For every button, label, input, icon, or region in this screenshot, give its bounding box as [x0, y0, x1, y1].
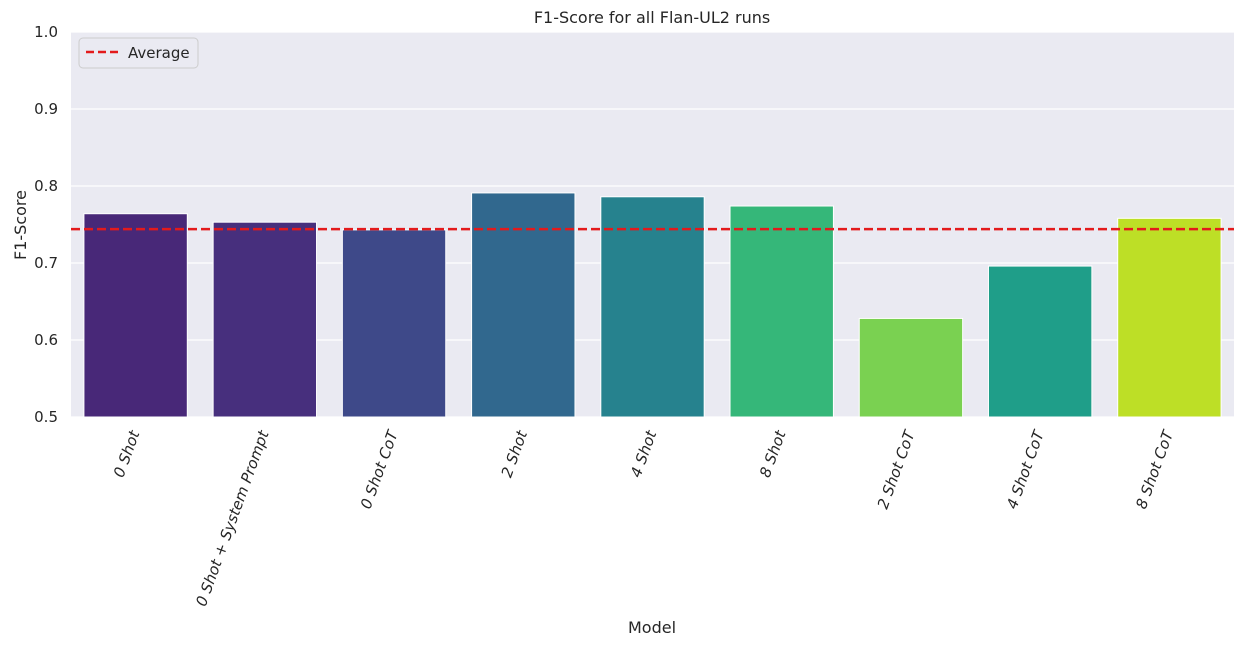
legend-box — [78, 37, 199, 69]
y-tick-label: 0.9 — [34, 100, 58, 118]
y-tick-label: 1.0 — [34, 23, 58, 41]
x-tick-label: 4 Shot CoT — [1003, 426, 1049, 511]
bar — [341, 229, 447, 418]
bar — [1117, 217, 1222, 418]
x-axis-label: Model — [628, 618, 676, 637]
y-tick-label: 0.8 — [34, 177, 58, 195]
bar — [729, 205, 834, 418]
bar — [471, 192, 576, 418]
chart-title: F1-Score for all Flan-UL2 runs — [534, 8, 770, 27]
x-tick-label: 8 Shot — [756, 427, 790, 480]
bars — [83, 192, 1222, 418]
bar — [212, 221, 318, 418]
y-tick-label: 0.7 — [34, 254, 58, 272]
legend: Average — [78, 37, 199, 69]
x-tick-labels: 0 Shot 0 Shot + System Prompt 0 Shot CoT 2 … — [110, 426, 1178, 608]
legend-label: Average — [128, 44, 190, 62]
bar — [83, 213, 188, 418]
y-axis-label: F1-Score — [11, 190, 30, 260]
x-tick-label: 0 Shot CoT — [357, 426, 403, 511]
bar — [600, 196, 705, 418]
y-tick-label: 0.6 — [34, 331, 58, 349]
x-tick-label: 8 Shot CoT — [1132, 426, 1178, 511]
bar — [858, 317, 964, 418]
y-tick-labels: 0.5 0.6 0.7 0.8 0.9 1.0 — [34, 23, 58, 426]
bar — [987, 265, 1093, 418]
x-tick-label: 0 Shot — [110, 427, 144, 480]
y-tick-label: 0.5 — [34, 408, 58, 426]
x-tick-label: 2 Shot CoT — [874, 426, 920, 511]
x-tick-label: 4 Shot — [627, 427, 661, 480]
x-tick-label: 2 Shot — [498, 427, 532, 480]
x-tick-label: 0 Shot + System Prompt — [192, 427, 273, 609]
